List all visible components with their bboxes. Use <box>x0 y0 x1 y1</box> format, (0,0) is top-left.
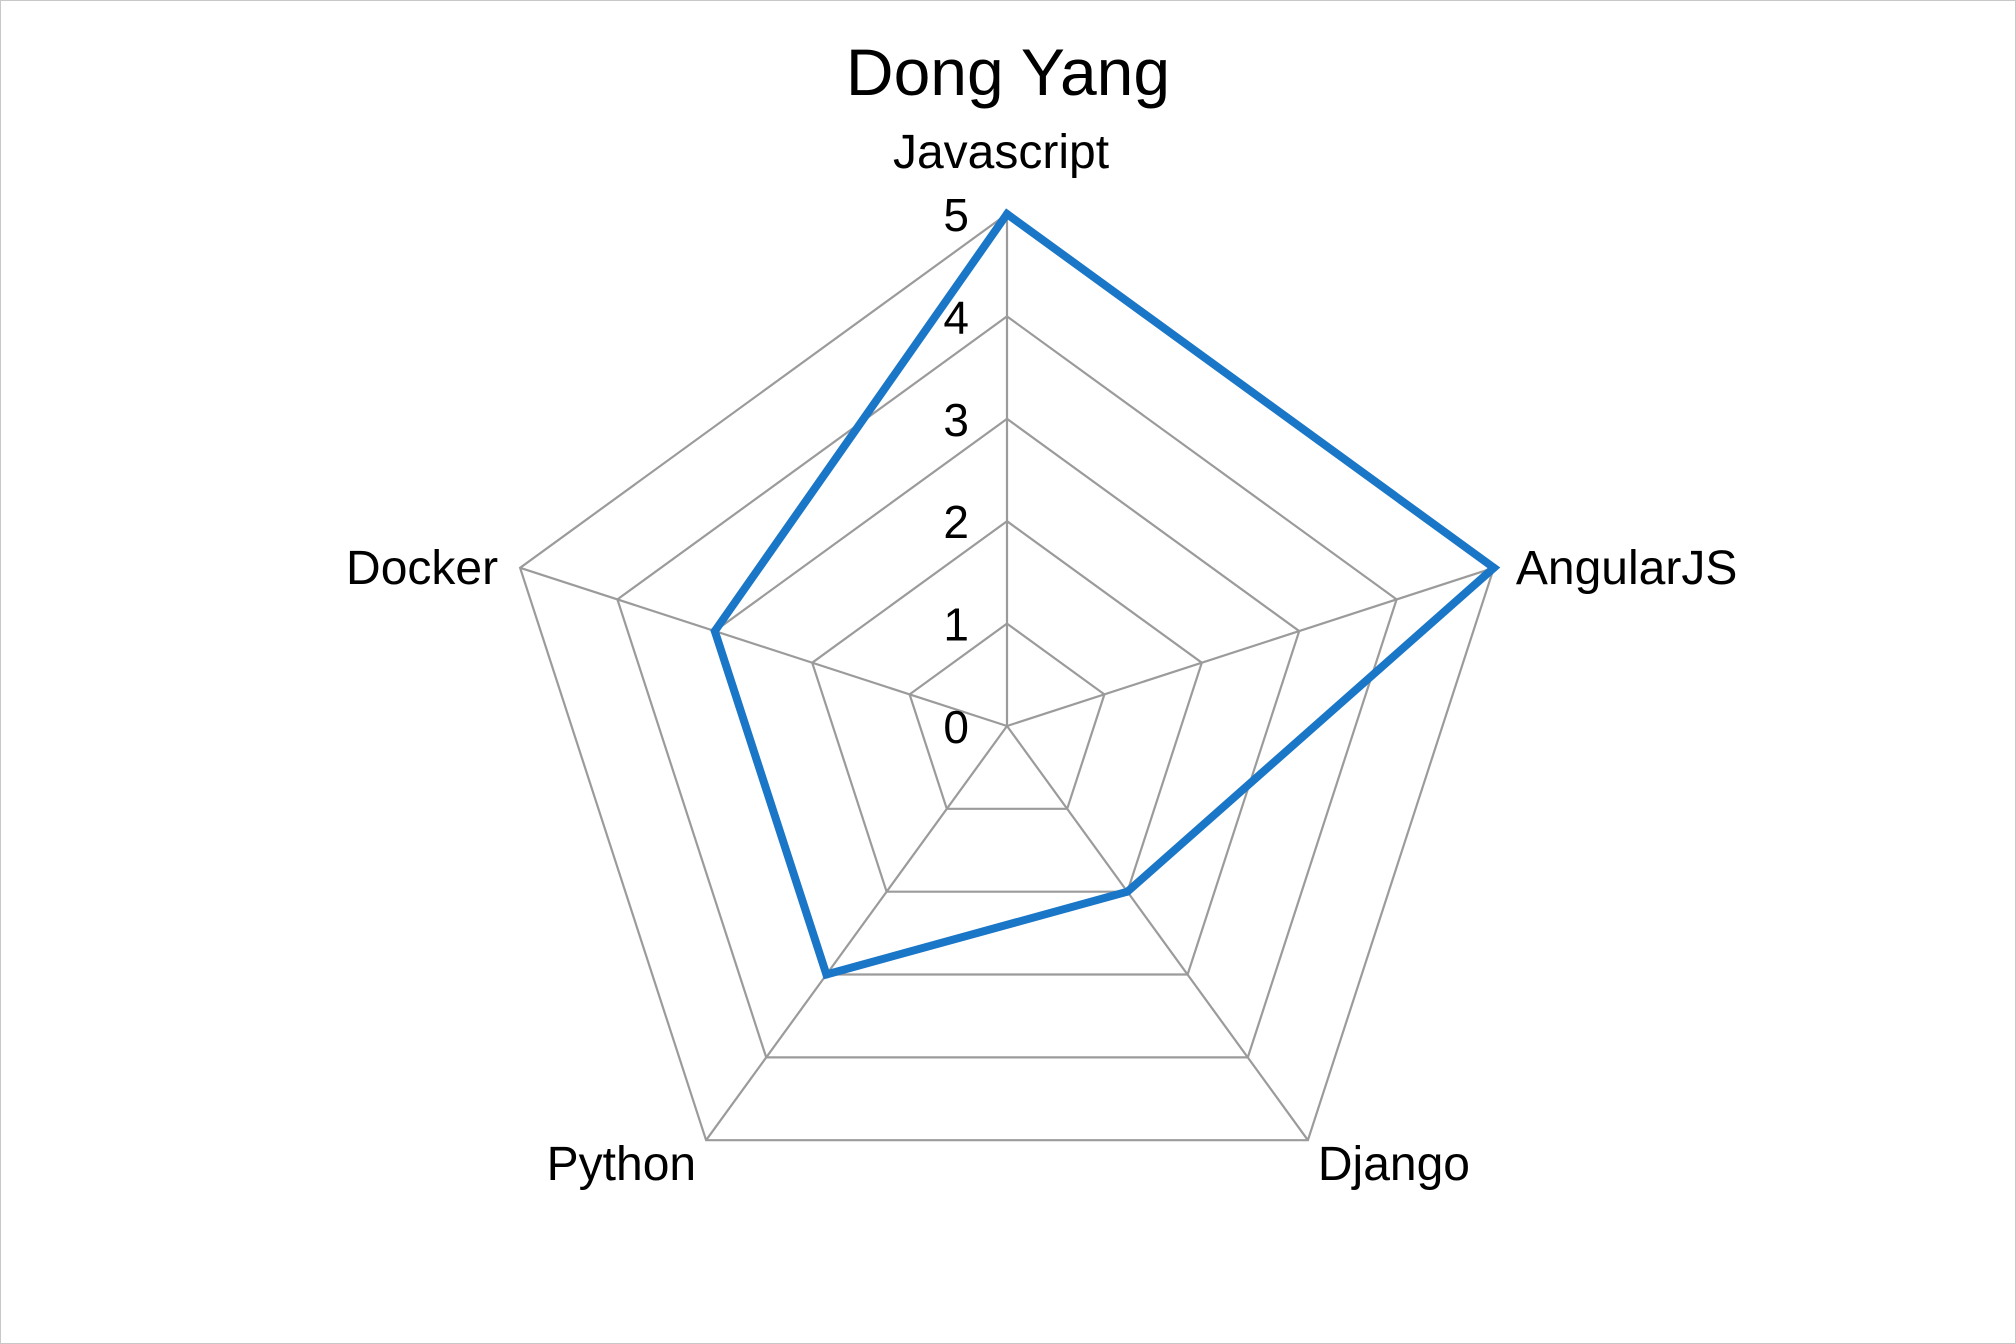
grid-ring-4 <box>616 315 1398 1059</box>
axis-label-javascript: Javascript <box>893 126 1109 179</box>
data-point-django <box>1123 887 1132 896</box>
axis-label-angularjs: AngularJS <box>1516 542 1737 595</box>
spoke-docker <box>519 566 1008 728</box>
tick-label-5: 5 <box>943 189 969 241</box>
axis-label-docker: Docker <box>346 542 498 595</box>
spoke-django <box>1006 725 1309 1141</box>
data-point-angularjs <box>1489 563 1498 572</box>
data-point-docker <box>710 627 719 636</box>
data-point-python <box>822 970 831 979</box>
grid-ring-1 <box>908 622 1106 810</box>
tick-label-3: 3 <box>943 394 969 446</box>
grid-ring-2 <box>810 519 1204 893</box>
spoke-angularjs <box>1006 566 1495 728</box>
tick-label-1: 1 <box>943 599 969 651</box>
series-line-0 <box>710 208 1501 980</box>
axis-label-python: Python <box>547 1138 696 1191</box>
tick-label-4: 4 <box>943 291 969 343</box>
radar-spokes <box>519 214 1495 1141</box>
radar-tick-labels: 0 1 2 3 4 5 <box>943 189 969 753</box>
data-point-javascript <box>1003 210 1011 218</box>
grid-ring-3 <box>713 417 1301 976</box>
axis-label-django: Django <box>1318 1138 1470 1191</box>
tick-label-0: 0 <box>943 701 969 753</box>
radar-series <box>710 208 1501 980</box>
chart-title: Dong Yang <box>845 35 1171 109</box>
tick-label-2: 2 <box>943 496 969 548</box>
radar-axis-labels: Javascript AngularJS Django Python Docker <box>346 126 1737 1191</box>
spoke-python <box>705 725 1008 1141</box>
